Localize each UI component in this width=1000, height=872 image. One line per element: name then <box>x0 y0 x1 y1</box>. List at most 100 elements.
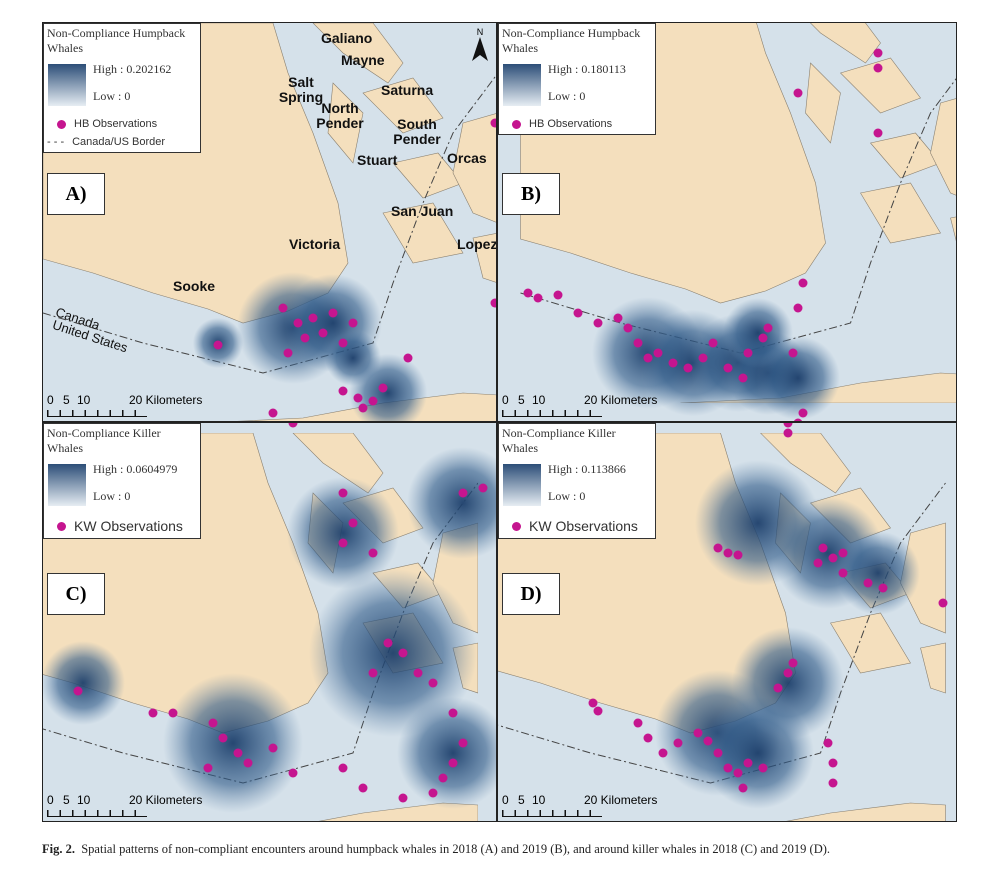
place: Galiano <box>321 30 373 46</box>
map-panel-c: Non-Compliance Killer Whales High : 0.060… <box>42 422 497 822</box>
observation-point <box>490 118 496 128</box>
legend-dot <box>512 119 521 129</box>
observation-point <box>293 318 303 328</box>
observation-point <box>398 793 408 803</box>
observation-point <box>878 583 888 593</box>
observation-point <box>633 718 643 728</box>
panel-label: D) <box>502 573 560 615</box>
legend-high: High : 0.202162 <box>93 62 172 76</box>
density-blob <box>43 641 125 725</box>
place: Mayne <box>341 52 385 68</box>
observation-point <box>723 763 733 773</box>
observation-point <box>283 348 293 358</box>
observation-point <box>233 748 243 758</box>
observation-point <box>378 383 388 393</box>
observation-point <box>573 308 583 318</box>
legend-ramp <box>48 464 86 506</box>
density-blob <box>732 627 844 739</box>
observation-point <box>368 396 378 406</box>
scale-label: 0 <box>502 793 509 807</box>
place: North Pender <box>316 100 364 131</box>
legend-border-swatch: - - - <box>47 136 65 148</box>
observation-point <box>828 758 838 768</box>
density-blob <box>325 330 381 386</box>
observation-point <box>288 423 298 428</box>
observation-point <box>458 488 468 498</box>
legend-ramp <box>503 64 541 106</box>
observation-point <box>278 303 288 313</box>
observation-point <box>428 788 438 798</box>
observation-point <box>358 403 368 413</box>
observation-point <box>738 373 748 383</box>
map <box>43 23 496 421</box>
observation-point <box>613 313 623 323</box>
observation-point <box>838 548 848 558</box>
scale-label: 0 <box>47 793 54 807</box>
observation-point <box>368 668 378 678</box>
legend: Non-Compliance Killer Whales High : 0.060… <box>43 423 201 539</box>
place: Victoria <box>289 236 341 252</box>
observation-point <box>673 738 683 748</box>
legend-low: Low : 0 <box>548 89 586 103</box>
legend-low: Low : 0 <box>93 489 131 503</box>
observation-point <box>338 488 348 498</box>
legend-observations-label: HB Observations <box>74 118 158 130</box>
observation-point <box>300 333 310 343</box>
map-panel-a: Galiano Mayne Salt Spring North Pender S… <box>42 22 497 422</box>
observation-point <box>873 48 883 58</box>
scale-label: 5 <box>63 793 70 807</box>
legend: Non-Compliance Killer Whales High : 0.113… <box>498 423 656 539</box>
observation-point <box>168 708 178 718</box>
observation-point <box>458 738 468 748</box>
legend-border-label: Canada/US Border <box>72 136 166 148</box>
observation-point <box>798 278 808 288</box>
observation-point <box>758 763 768 773</box>
legend-ramp <box>503 464 541 506</box>
legend-high: High : 0.180113 <box>548 62 626 76</box>
scale-label: 10 <box>532 793 546 807</box>
scale-line <box>502 810 602 817</box>
observation-point <box>588 698 598 708</box>
observation-point <box>353 393 363 403</box>
place: Sooke <box>173 278 216 294</box>
scale-label: 20 Kilometers <box>129 393 203 407</box>
observation-point <box>438 773 448 783</box>
legend-observations: KW Observations <box>47 518 197 534</box>
observation-point <box>708 338 718 348</box>
observation-point <box>208 718 218 728</box>
place: San Juan <box>391 203 454 219</box>
scale-bar: 0 5 10 20 Kilometers <box>47 392 202 417</box>
legend-high: High : 0.113866 <box>548 462 626 476</box>
observation-point <box>148 708 158 718</box>
density-blob <box>397 697 496 809</box>
observation-point <box>268 743 278 753</box>
observation-point <box>633 338 643 348</box>
legend-observations-label: HB Observations <box>529 118 613 130</box>
density-blob <box>836 531 920 615</box>
density-blob <box>163 673 303 813</box>
observation-point <box>398 648 408 658</box>
place: Salt Spring <box>278 74 324 105</box>
panel-label: C) <box>47 573 105 615</box>
scale-label: 5 <box>63 393 70 407</box>
observation-point <box>693 728 703 738</box>
observation-point <box>533 293 543 303</box>
legend-observations: HB Observations <box>47 118 197 130</box>
observation-point <box>823 738 833 748</box>
place: Lopez <box>457 236 497 252</box>
scale-bar: 0 5 10 20 Kilometers <box>502 392 657 417</box>
scale-bar: 0 5 10 20 Kilometers <box>502 792 657 817</box>
observation-point <box>828 778 838 788</box>
caption: Fig. 2. Spatial patterns of non-complian… <box>42 842 830 857</box>
legend: Non-Compliance Humpback Whales High : 0.1… <box>498 23 656 135</box>
observation-point <box>268 408 278 418</box>
observation-point <box>798 408 808 418</box>
observation-point <box>448 758 458 768</box>
observation-point <box>328 308 338 318</box>
observation-point <box>338 538 348 548</box>
scale-bar: 0 5 10 20 Kilometers <box>47 792 202 817</box>
scale-label: 0 <box>47 393 54 407</box>
panel-label: A) <box>47 173 105 215</box>
place: Saturna <box>381 82 434 98</box>
